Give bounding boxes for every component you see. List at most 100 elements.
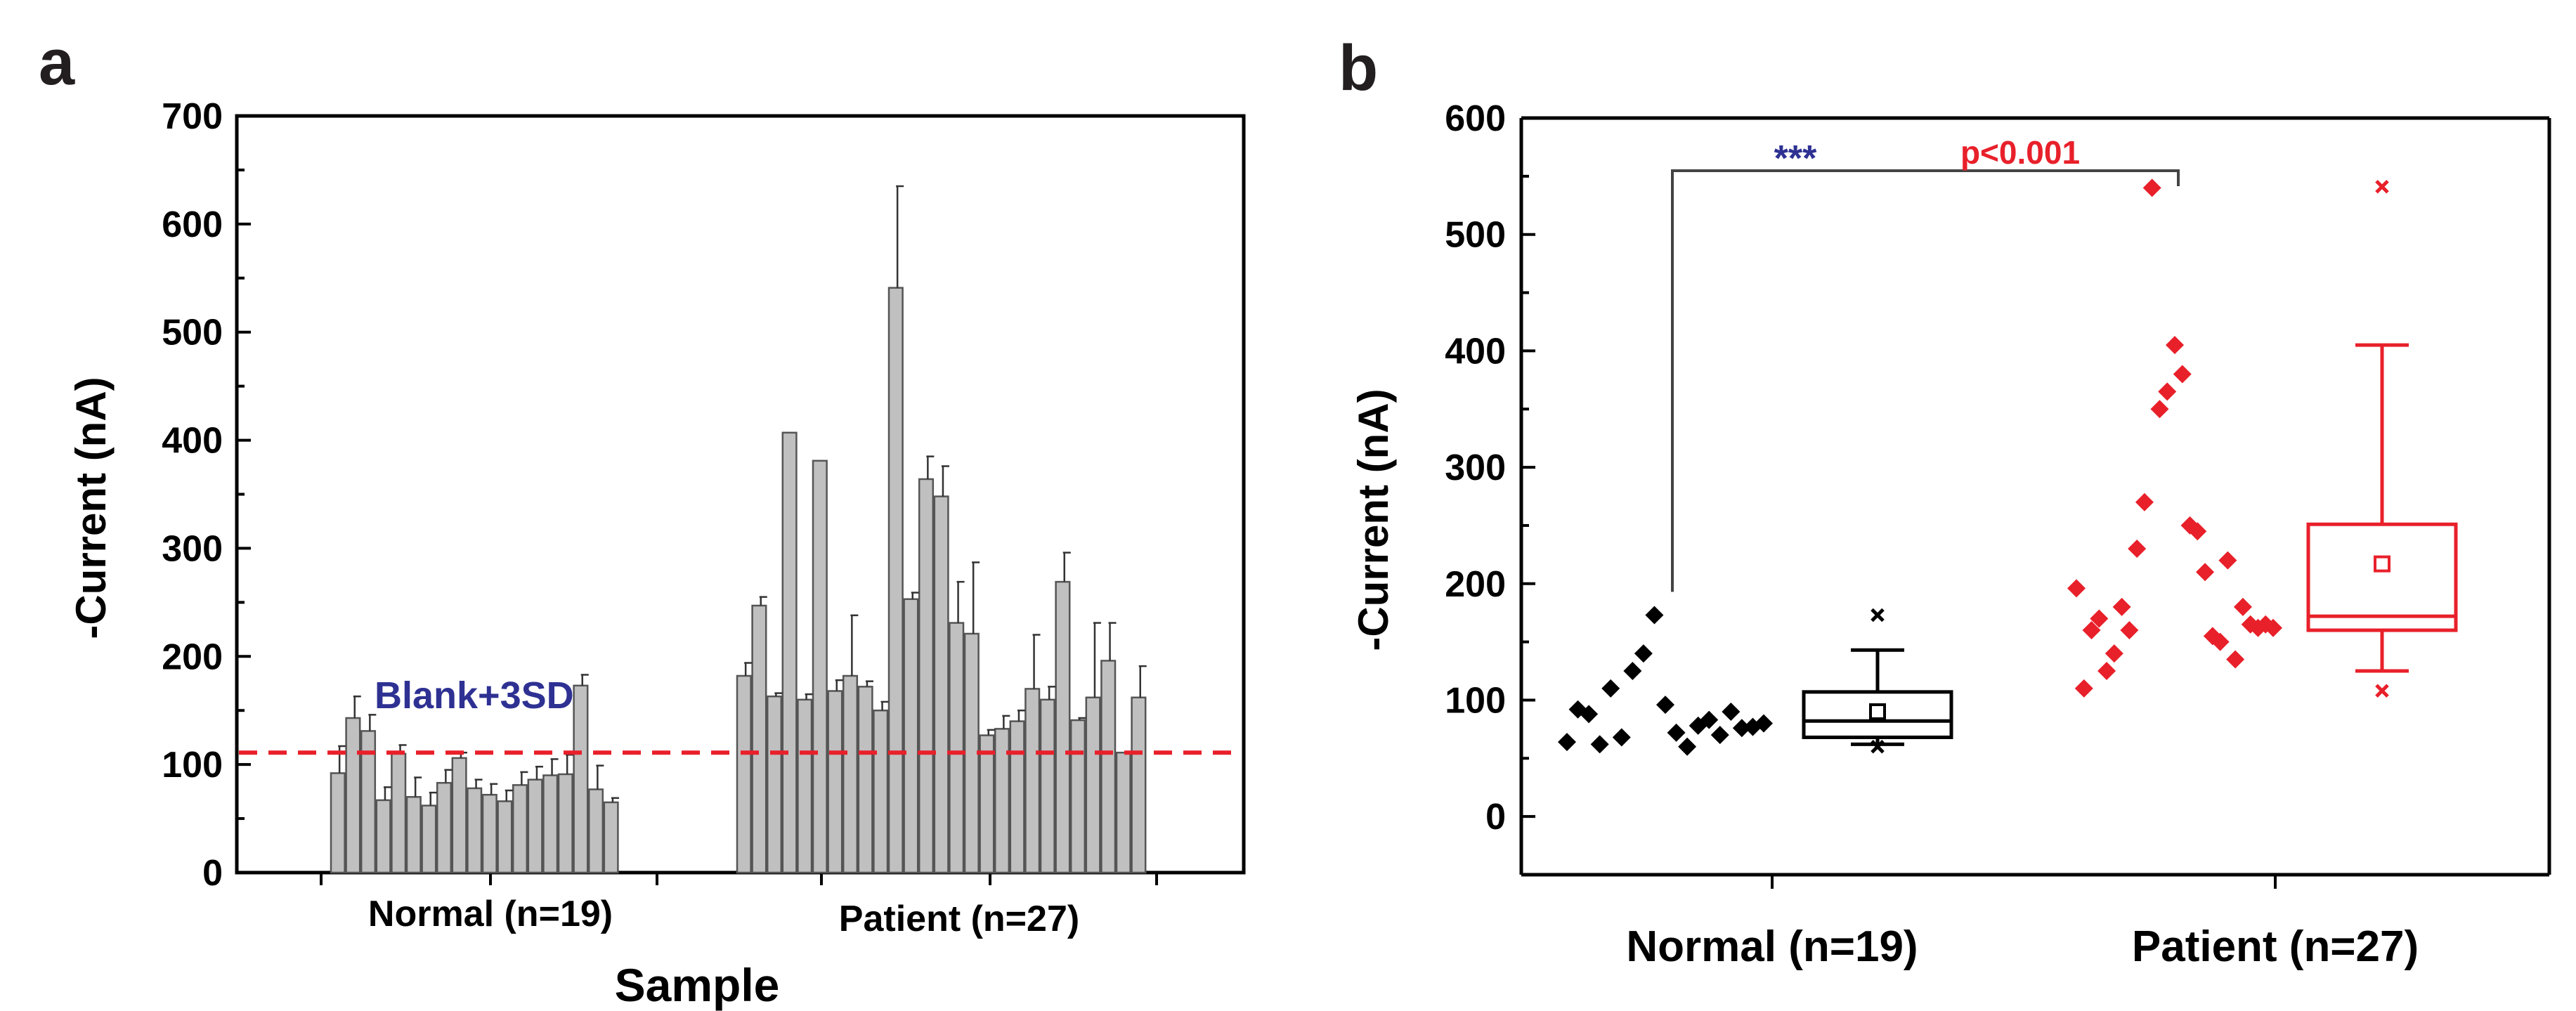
bar: [827, 690, 843, 874]
panel-b-y-ticks: 0 100 200 300 400 500 600: [1445, 98, 1535, 837]
panel-b-category-normal: Normal (n=19): [1626, 922, 1918, 971]
data-point: [2067, 579, 2086, 598]
data-point: [1612, 728, 1631, 747]
data-point: [1755, 714, 1773, 733]
bar: [603, 801, 619, 874]
bar: [766, 695, 783, 874]
data-point: [1580, 705, 1599, 724]
bar: [360, 730, 377, 874]
data-point: [2150, 400, 2169, 419]
data-point: [1732, 719, 1751, 738]
bar: [1131, 696, 1147, 874]
bar: [391, 752, 407, 874]
bar: [573, 684, 589, 874]
panel-b-plot: [1519, 116, 2551, 889]
y-tick-label: 200: [1445, 564, 1506, 605]
data-point: [1558, 733, 1576, 752]
outlier-marker: [2375, 684, 2389, 698]
bar: [527, 778, 543, 874]
data-point: [2074, 679, 2093, 698]
bar: [1100, 660, 1117, 874]
y-tick-label: 400: [162, 421, 223, 462]
outlier-marker: [1871, 739, 1885, 754]
bar: [421, 804, 437, 874]
data-point: [2128, 540, 2147, 559]
bar: [1024, 688, 1041, 874]
data-point: [2090, 609, 2109, 628]
data-point: [2112, 597, 2131, 616]
data-point: [1700, 710, 1719, 729]
y-tick-label: 700: [162, 96, 223, 137]
y-tick-label: 100: [1445, 680, 1506, 721]
bar: [842, 674, 859, 874]
data-point: [2166, 336, 2184, 355]
panel-b-boxes: [1802, 179, 2458, 754]
bar: [481, 793, 497, 874]
y-tick-label: 400: [1445, 331, 1506, 372]
bar: [887, 287, 904, 874]
data-point: [1634, 644, 1653, 663]
bar: [1039, 698, 1055, 874]
panel-a-y-label: -Current (nA): [67, 377, 115, 639]
y-tick-label: 300: [1445, 448, 1506, 488]
data-point: [1656, 696, 1674, 715]
y-tick-label: 600: [162, 204, 223, 245]
data-point: [2105, 644, 2123, 663]
bar: [963, 632, 980, 874]
bar: [330, 772, 346, 874]
panel-b-label: b: [1339, 32, 1378, 104]
y-tick-label: 500: [162, 313, 223, 353]
data-point: [2211, 632, 2230, 651]
data-point: [1601, 679, 1620, 698]
bar: [1055, 580, 1071, 874]
outlier-marker: [2375, 179, 2389, 194]
data-point: [1590, 735, 1609, 754]
bar: [873, 709, 889, 874]
bar: [1085, 696, 1101, 874]
bar: [781, 431, 798, 874]
mean-marker: [2374, 555, 2390, 573]
bar: [1069, 719, 1086, 874]
y-tick-label: 500: [1445, 215, 1506, 256]
data-point: [2142, 178, 2161, 197]
y-tick-label: 0: [1485, 797, 1506, 837]
data-point: [2264, 618, 2282, 637]
data-point: [2173, 365, 2192, 384]
data-point: [2158, 382, 2177, 401]
panel-b-stars: ***: [1774, 138, 1817, 179]
panel-b-points: [1558, 178, 2282, 756]
data-point: [2188, 522, 2207, 541]
data-point: [1710, 726, 1729, 745]
box: [2306, 522, 2458, 632]
data-point: [2135, 493, 2154, 511]
bar: [557, 773, 573, 874]
panel-a-y-ticks: 0 100 200 300 400 500 600 700: [162, 96, 251, 894]
y-tick-label: 200: [162, 637, 223, 677]
data-point: [1645, 606, 1664, 625]
panel-a-x-label: Sample: [615, 959, 780, 1011]
bar: [542, 774, 559, 874]
bar: [918, 478, 935, 874]
outlier-marker: [1871, 608, 1885, 622]
bar: [436, 782, 453, 874]
data-point: [1623, 662, 1642, 681]
panel-a-bars: [330, 287, 1147, 874]
bar: [451, 757, 467, 874]
bar: [497, 800, 513, 874]
data-point: [2226, 650, 2245, 669]
bar: [467, 787, 483, 874]
bar: [751, 604, 767, 874]
y-tick-label: 100: [162, 745, 223, 785]
data-point: [2097, 662, 2116, 681]
data-point: [1667, 723, 1686, 742]
data-point: [1722, 703, 1741, 722]
bar: [1009, 720, 1025, 874]
panel-a-group-normal: Normal (n=19): [368, 894, 613, 934]
y-tick-label: 600: [1445, 98, 1506, 139]
bar: [857, 686, 873, 874]
bar: [1115, 751, 1131, 874]
bar: [903, 598, 919, 874]
panel-b-p-value: p<0.001: [1960, 134, 2080, 171]
panel-a-ref-label: Blank+3SD: [375, 674, 574, 717]
data-point: [2196, 563, 2215, 582]
